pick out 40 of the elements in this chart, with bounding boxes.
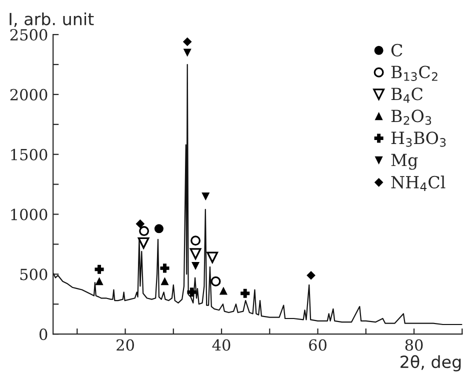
legend-label: H$_{3}$BO$_{3}$ <box>391 132 446 147</box>
point <box>136 220 144 228</box>
point <box>220 287 228 295</box>
y-tick-label: 500 <box>20 268 48 280</box>
y-axis-title: I, arb. unit <box>10 12 94 28</box>
point <box>94 264 104 274</box>
point <box>95 278 104 286</box>
line-series <box>53 64 462 326</box>
y-tick-label: 1000 <box>11 208 48 220</box>
x-tick-label: 40 <box>212 339 230 351</box>
point <box>187 288 196 297</box>
y-tick-label: 1500 <box>11 148 48 160</box>
legend-label: Mg <box>391 154 418 170</box>
legend-label: B$_{4}$C <box>391 88 423 103</box>
point <box>240 288 250 298</box>
point <box>202 192 210 200</box>
point <box>190 236 201 246</box>
point <box>154 224 164 234</box>
legend-label: NH$_{4}$Cl <box>391 176 446 191</box>
x-tick-label: 60 <box>309 339 326 351</box>
point <box>138 237 150 249</box>
point <box>206 252 218 264</box>
point <box>160 278 169 286</box>
y-tick-label: 2500 <box>10 29 48 41</box>
y-tick-label: 0 <box>40 328 48 340</box>
point <box>184 48 192 56</box>
point <box>306 271 316 280</box>
x-tick-label: 20 <box>116 339 134 351</box>
point <box>139 226 150 236</box>
x-axis-title: 2θ, deg <box>400 355 461 372</box>
point <box>210 276 221 286</box>
y-tick-label: 2000 <box>10 88 48 100</box>
legend-label: B$_{13}$C$_{2}$ <box>391 66 438 81</box>
point <box>192 262 200 270</box>
legend-label: C <box>391 44 402 56</box>
point <box>183 37 192 46</box>
x-tick-label: 80 <box>405 339 423 351</box>
point <box>190 248 202 260</box>
point <box>160 264 170 273</box>
legend-label: B$_{2}$O$_{3}$ <box>391 110 432 125</box>
